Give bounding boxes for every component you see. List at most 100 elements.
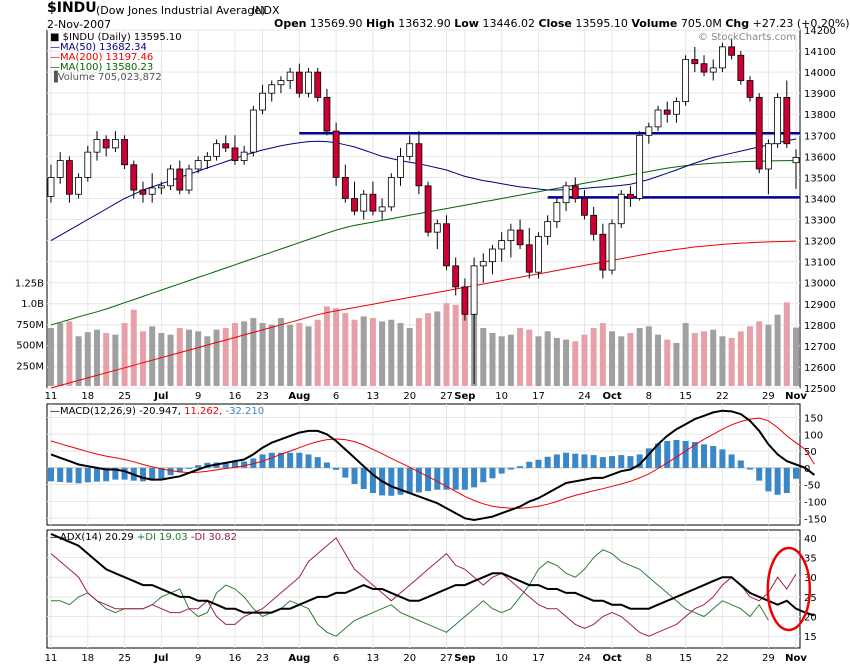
adx-xtick-label: 17 (532, 653, 545, 664)
macd-histogram-bar (526, 461, 533, 468)
volume-bar (701, 331, 708, 386)
macd-histogram-bar (673, 439, 680, 468)
volume-bar (590, 328, 597, 386)
macd-histogram-bar (112, 467, 119, 480)
candle-body (139, 189, 147, 195)
candle-body (765, 143, 772, 170)
macd-histogram-bar (139, 467, 146, 482)
adx-ytick-label: 15 (804, 632, 817, 643)
candle-body (167, 168, 174, 187)
candle-body (397, 155, 404, 178)
candle-body (332, 130, 340, 178)
macd-histogram-bar (314, 457, 321, 468)
macd-histogram-bar (645, 448, 652, 468)
candle-body (433, 223, 441, 233)
adx-legend: —ADX(14) 20.29 +DI 19.03 -DI 30.82 (50, 532, 237, 543)
candle-body (516, 229, 524, 246)
volume-bar (333, 308, 340, 386)
candle-body (387, 177, 395, 208)
macd-histogram-bar (498, 467, 505, 474)
adx-xtick-label: 16 (229, 653, 242, 664)
volume-bar (793, 327, 799, 386)
price-ytick-label: 12700 (804, 342, 836, 353)
macd-histogram-bar (452, 467, 459, 490)
macd-histogram-bar (728, 454, 735, 468)
ma50-line (50, 138, 797, 242)
macd-histogram-bar (655, 443, 662, 468)
exchange: INDX (252, 4, 280, 17)
adx-xtick-label: 27 (440, 653, 453, 664)
volume-bar (268, 324, 275, 386)
volume-bar (130, 309, 137, 386)
volume-bar (627, 332, 634, 386)
candle-body (406, 143, 414, 157)
volume-bar (305, 326, 312, 386)
candle-body (111, 139, 119, 149)
adx-ytick-label: 20 (804, 613, 817, 624)
macd-histogram-bar (48, 467, 54, 482)
macd-ytick-label: -150 (804, 514, 827, 525)
macd-histogram-bar (75, 467, 82, 484)
candle-body (93, 139, 101, 153)
candle-body (700, 63, 708, 73)
price-xtick-label: Sep (454, 391, 475, 402)
volume-bar (167, 334, 174, 386)
macd-histogram-bar (599, 457, 606, 468)
candle-body (783, 96, 791, 145)
adx-xtick-label: 25 (118, 653, 131, 664)
volume-ytick-label: 1.0B (21, 299, 44, 310)
volume-bar (406, 328, 413, 386)
minus-di-line (50, 537, 797, 637)
volume-bar (139, 331, 146, 386)
macd-histogram-bar (93, 467, 100, 482)
macd-histogram-bar (434, 467, 441, 490)
volume-bar (112, 334, 119, 386)
candle-body (268, 84, 276, 94)
candle-body (56, 160, 64, 178)
volume-bar (710, 329, 717, 386)
adx-xtick-label: 8 (646, 653, 652, 664)
candle-body (590, 214, 598, 235)
candle-body (562, 185, 570, 204)
volume-bar (93, 329, 100, 386)
candle-body (673, 101, 680, 115)
candle-body (498, 240, 506, 250)
candle-body (470, 265, 478, 315)
price-xtick-label: Jul (153, 391, 168, 402)
candle-body (627, 193, 634, 199)
adx-xtick-label: 6 (333, 653, 339, 664)
adx-xtick-label: Jul (153, 653, 168, 664)
volume-bar (609, 331, 616, 386)
volume-bar (75, 336, 82, 386)
price-xtick-label: Aug (288, 391, 310, 402)
candle-body (654, 109, 662, 128)
macd-histogram-bar (756, 467, 763, 481)
price-xtick-label: 25 (118, 391, 131, 402)
open-value: 13569.90 (310, 17, 363, 30)
macd-histogram-bar (507, 467, 514, 470)
symbol: $INDU (47, 0, 97, 16)
candle-body (525, 244, 533, 273)
index-name: (Dow Jones Industrial Average) (96, 4, 266, 17)
adx-xtick-label: 23 (256, 653, 269, 664)
macd-histogram-bar (351, 467, 358, 484)
candle-body (295, 71, 303, 94)
volume-bar (664, 339, 671, 386)
macd-histogram-bar (691, 441, 698, 468)
open-label: Open (274, 17, 307, 30)
macd-histogram-bar (176, 467, 183, 473)
macd-histogram-bar (553, 454, 560, 468)
candle-body (75, 177, 82, 195)
candle-body (636, 134, 644, 199)
price-ytick-label: 14000 (804, 68, 836, 79)
volume-bar (737, 331, 744, 386)
candle-body (360, 193, 368, 212)
volume-bar (581, 334, 588, 386)
legend-ma200: —MA(200) 13197.46 (50, 52, 153, 63)
macd-histogram-bar (682, 440, 689, 468)
price-ytick-label: 12600 (804, 363, 836, 374)
candle-body (249, 109, 257, 153)
volume-bar (241, 321, 248, 386)
candle-body (203, 155, 211, 161)
